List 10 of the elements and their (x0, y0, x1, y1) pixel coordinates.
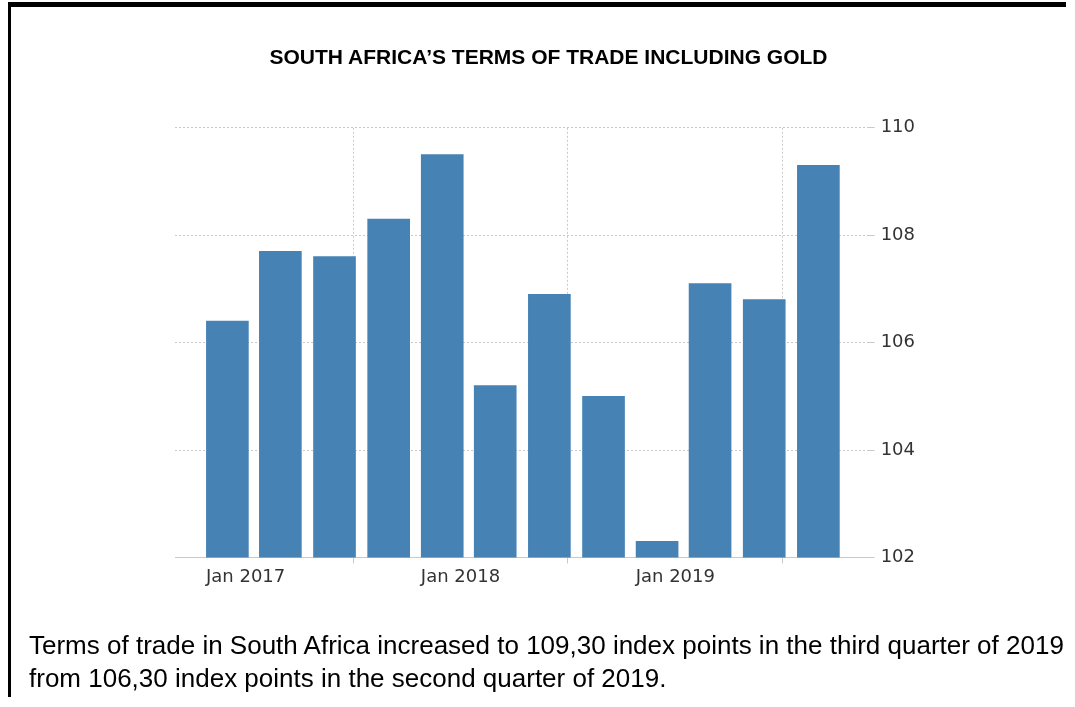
text: Terms of trade in South Africa increased to 109,30 index points in the third quarter of 2019 from 106,30 index points in the second quarter of 2019. (29, 629, 1065, 695)
y-tick-label: 104 (880, 437, 915, 459)
y-tick-label: 110 (880, 115, 915, 137)
x-tick-label: Jan 2018 (419, 564, 501, 586)
x-tick-label: Jan 2019 (634, 564, 715, 586)
y-tick-label: 102 (880, 545, 915, 567)
x-tick-label: Jan 2017 (205, 564, 286, 586)
y-tick-label: 108 (880, 222, 915, 244)
y-tick-label: 106 (880, 330, 915, 352)
chart-title: SOUTH AFRICA’S TERMS OF TRADE INCLUDING GOLD (268, 45, 829, 69)
